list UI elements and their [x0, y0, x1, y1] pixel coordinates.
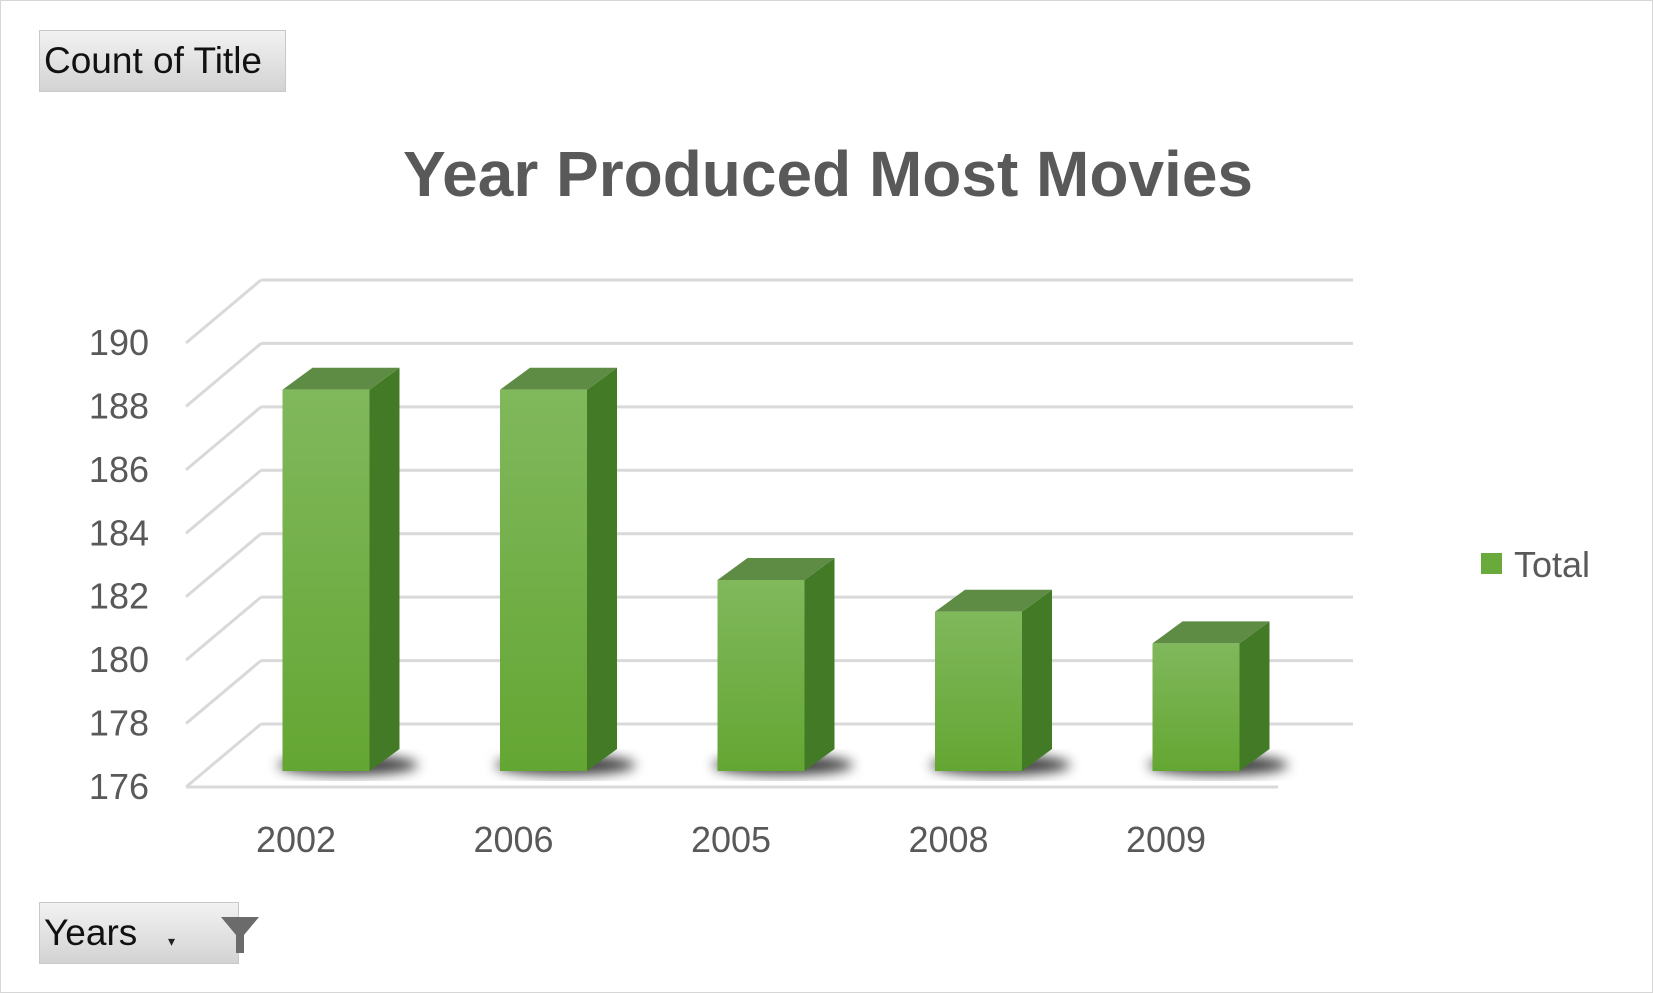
- bar-side: [369, 367, 400, 771]
- grid-line-side: [185, 342, 262, 408]
- grid-line-side: [185, 532, 262, 598]
- bar-side: [1022, 589, 1052, 771]
- y-tick-label: 176: [89, 766, 149, 807]
- bar-top: [282, 367, 400, 390]
- y-tick-label: 178: [89, 703, 149, 744]
- grid-line-side: [185, 278, 262, 345]
- filter-funnel-icon[interactable]: [220, 915, 260, 964]
- y-tick-label: 188: [89, 385, 149, 426]
- legend-label-total: Total: [1514, 544, 1590, 585]
- bar-top: [500, 367, 617, 390]
- y-tick-label: 190: [89, 322, 149, 363]
- bar-2008: [935, 611, 1022, 771]
- x-tick-label: 2009: [1126, 819, 1206, 860]
- bar-top: [717, 558, 835, 580]
- row-field-label: Years: [44, 912, 138, 953]
- dropdown-arrow-icon: ▾: [168, 933, 176, 949]
- legend: Total: [1481, 544, 1590, 585]
- bar-side: [1239, 621, 1270, 771]
- grid-line-side: [185, 405, 262, 472]
- bar-2009: [1152, 643, 1240, 771]
- x-tick-label: 2006: [473, 819, 553, 860]
- value-field-button[interactable]: Count of Title: [39, 30, 286, 92]
- value-field-label: Count of Title: [44, 40, 263, 81]
- bar-side: [587, 367, 617, 771]
- bar-top: [935, 589, 1052, 612]
- bar-2005: [717, 580, 805, 771]
- x-tick-label: 2002: [256, 819, 336, 860]
- chart-title: Year Produced Most Movies: [403, 138, 1253, 210]
- bar-2006: [500, 389, 587, 771]
- legend-swatch: [1481, 553, 1502, 574]
- bars: [278, 367, 1288, 775]
- bar-2002: [282, 389, 370, 771]
- y-tick-label: 182: [89, 576, 149, 617]
- grid-line-side: [185, 595, 262, 662]
- x-tick-label: 2005: [691, 819, 771, 860]
- y-tick-label: 180: [89, 639, 149, 680]
- bar-top: [1152, 621, 1270, 644]
- row-field-button[interactable]: Years ▾: [39, 902, 259, 964]
- grid-line-side: [185, 722, 262, 789]
- x-axis-ticks: 2002 2006 2005 2008 2009: [256, 819, 1206, 860]
- grid-line-side: [185, 469, 262, 535]
- x-tick-label: 2008: [908, 819, 988, 860]
- y-tick-label: 186: [89, 449, 149, 490]
- y-tick-label: 184: [89, 512, 149, 553]
- y-axis-ticks: 176 178 180 182 184 186 188 190: [89, 322, 149, 807]
- bar-side: [804, 558, 835, 771]
- grid-line-side: [185, 659, 262, 725]
